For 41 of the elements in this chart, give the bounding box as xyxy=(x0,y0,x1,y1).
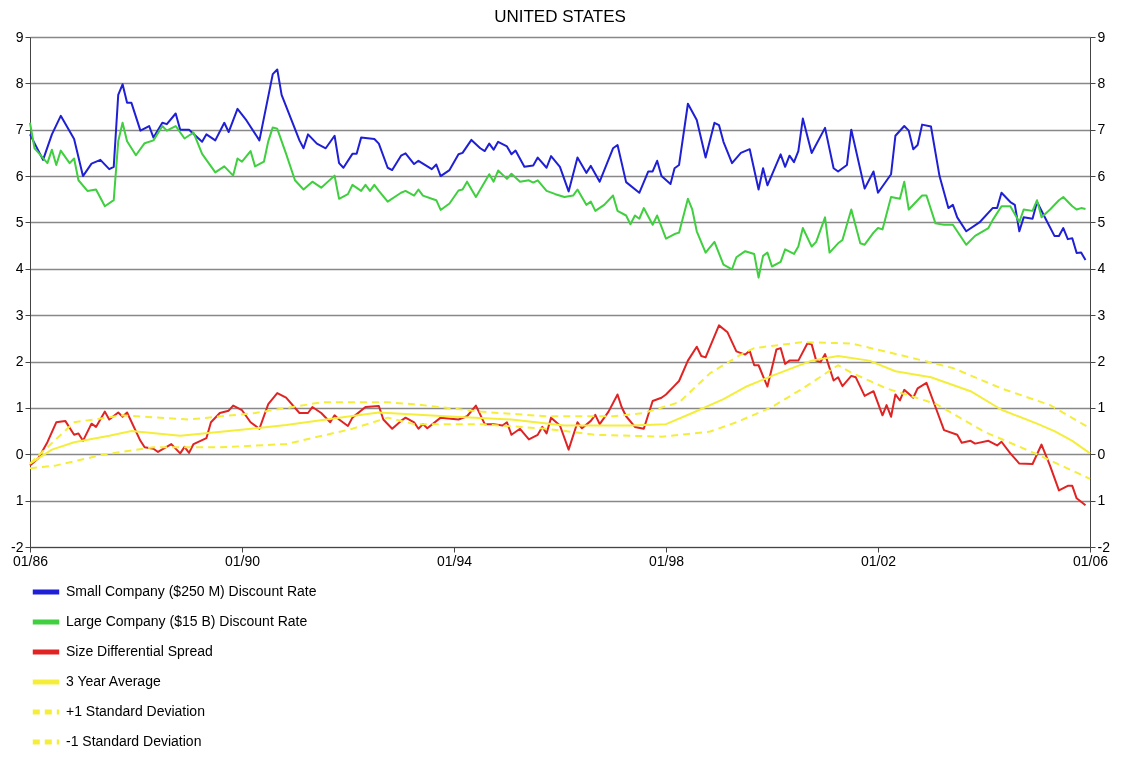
y-tick-label: 3 xyxy=(15,306,24,323)
x-tick-label: 01/98 xyxy=(648,552,685,569)
legend-label: Small Company ($250 M) Discount Rate xyxy=(66,583,317,599)
y-tick-label: 5 xyxy=(15,213,24,230)
chart-title: UNITED STATES xyxy=(494,7,626,26)
y2-tick-label: 5 xyxy=(1097,213,1106,230)
y2-tick-label: 1 xyxy=(1097,492,1106,509)
y-tick-label: 0 xyxy=(15,445,24,462)
y-tick-label: 9 xyxy=(15,28,24,45)
legend-label: +1 Standard Deviation xyxy=(66,703,205,719)
legend-label: Size Differential Spread xyxy=(66,643,213,659)
y-tick-label: 4 xyxy=(15,260,24,277)
y2-tick-label: 9 xyxy=(1097,28,1106,45)
y2-tick-label: 0 xyxy=(1097,445,1106,462)
y-tick-label: 6 xyxy=(15,167,24,184)
y-tick-label: 8 xyxy=(15,74,24,91)
line-series xyxy=(29,364,1091,480)
x-tick-label: 01/06 xyxy=(1072,552,1109,569)
y2-tick-label: 4 xyxy=(1097,260,1106,277)
y2-tick-label: 2 xyxy=(1097,353,1106,370)
legend-label: Large Company ($15 B) Discount Rate xyxy=(66,613,308,629)
y2-tick-label: 1 xyxy=(1097,399,1106,416)
y-tick-label: 2 xyxy=(15,353,24,370)
y2-tick-label: 8 xyxy=(1097,74,1106,91)
line-series xyxy=(29,324,1087,507)
y-tick-label: -2 xyxy=(11,538,24,555)
y-tick-label: 1 xyxy=(15,399,24,416)
y2-tick-label: 3 xyxy=(1097,306,1106,323)
legend-label: 3 Year Average xyxy=(66,673,161,689)
y2-tick-label: -2 xyxy=(1097,538,1111,555)
line-series xyxy=(29,68,1087,262)
line-series xyxy=(29,121,1087,279)
x-tick-label: 01/90 xyxy=(224,552,261,569)
x-tick-label: 01/86 xyxy=(12,552,49,569)
y2-tick-label: 7 xyxy=(1097,121,1106,138)
legend-label: -1 Standard Deviation xyxy=(66,733,202,749)
y2-tick-label: 6 xyxy=(1097,167,1106,184)
y-tick-label: 7 xyxy=(15,121,24,138)
y-tick-label: 1 xyxy=(15,492,24,509)
x-tick-label: 01/02 xyxy=(860,552,897,569)
x-tick-label: 01/94 xyxy=(436,552,473,569)
